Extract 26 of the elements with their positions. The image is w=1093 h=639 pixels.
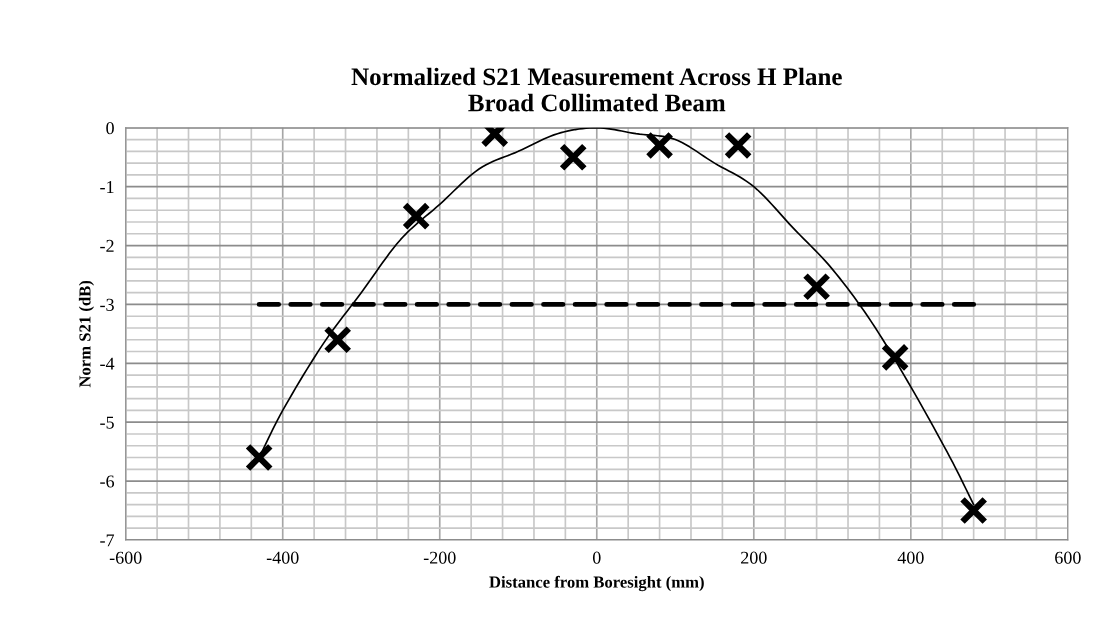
x-tick-label: 400	[897, 551, 924, 564]
y-tick-label: -1	[100, 181, 114, 193]
y-tick-label: -4	[100, 357, 115, 370]
x-tick-label: 0	[592, 551, 601, 564]
chart-title: Normalized S21 Measurement Across H Plane Broad Collimated Beam	[351, 67, 842, 112]
y-tick-label: -6	[100, 475, 115, 488]
x-tick-label: -600	[109, 551, 142, 564]
y-axis-title: Norm S21 (dB)	[78, 280, 94, 388]
y-tick-label: -5	[100, 416, 114, 429]
point	[959, 496, 988, 525]
x-tick-label: 600	[1055, 551, 1081, 564]
point	[401, 201, 431, 231]
y-tick-label: -7	[100, 534, 115, 547]
point	[723, 131, 753, 160]
x-tick-label: -400	[266, 551, 299, 564]
point	[558, 143, 588, 172]
y-tick-label: -3	[100, 298, 114, 311]
x-axis-title: Distance from Boresight (mm)	[489, 575, 704, 592]
point	[323, 325, 352, 355]
point	[645, 131, 674, 160]
x-tick-label: 200	[741, 551, 767, 564]
x-tick-label: -200	[423, 551, 456, 564]
point	[802, 272, 831, 302]
y-tick-label: -2	[100, 239, 114, 252]
point	[880, 343, 910, 372]
y-tick-label: 0	[106, 122, 114, 135]
